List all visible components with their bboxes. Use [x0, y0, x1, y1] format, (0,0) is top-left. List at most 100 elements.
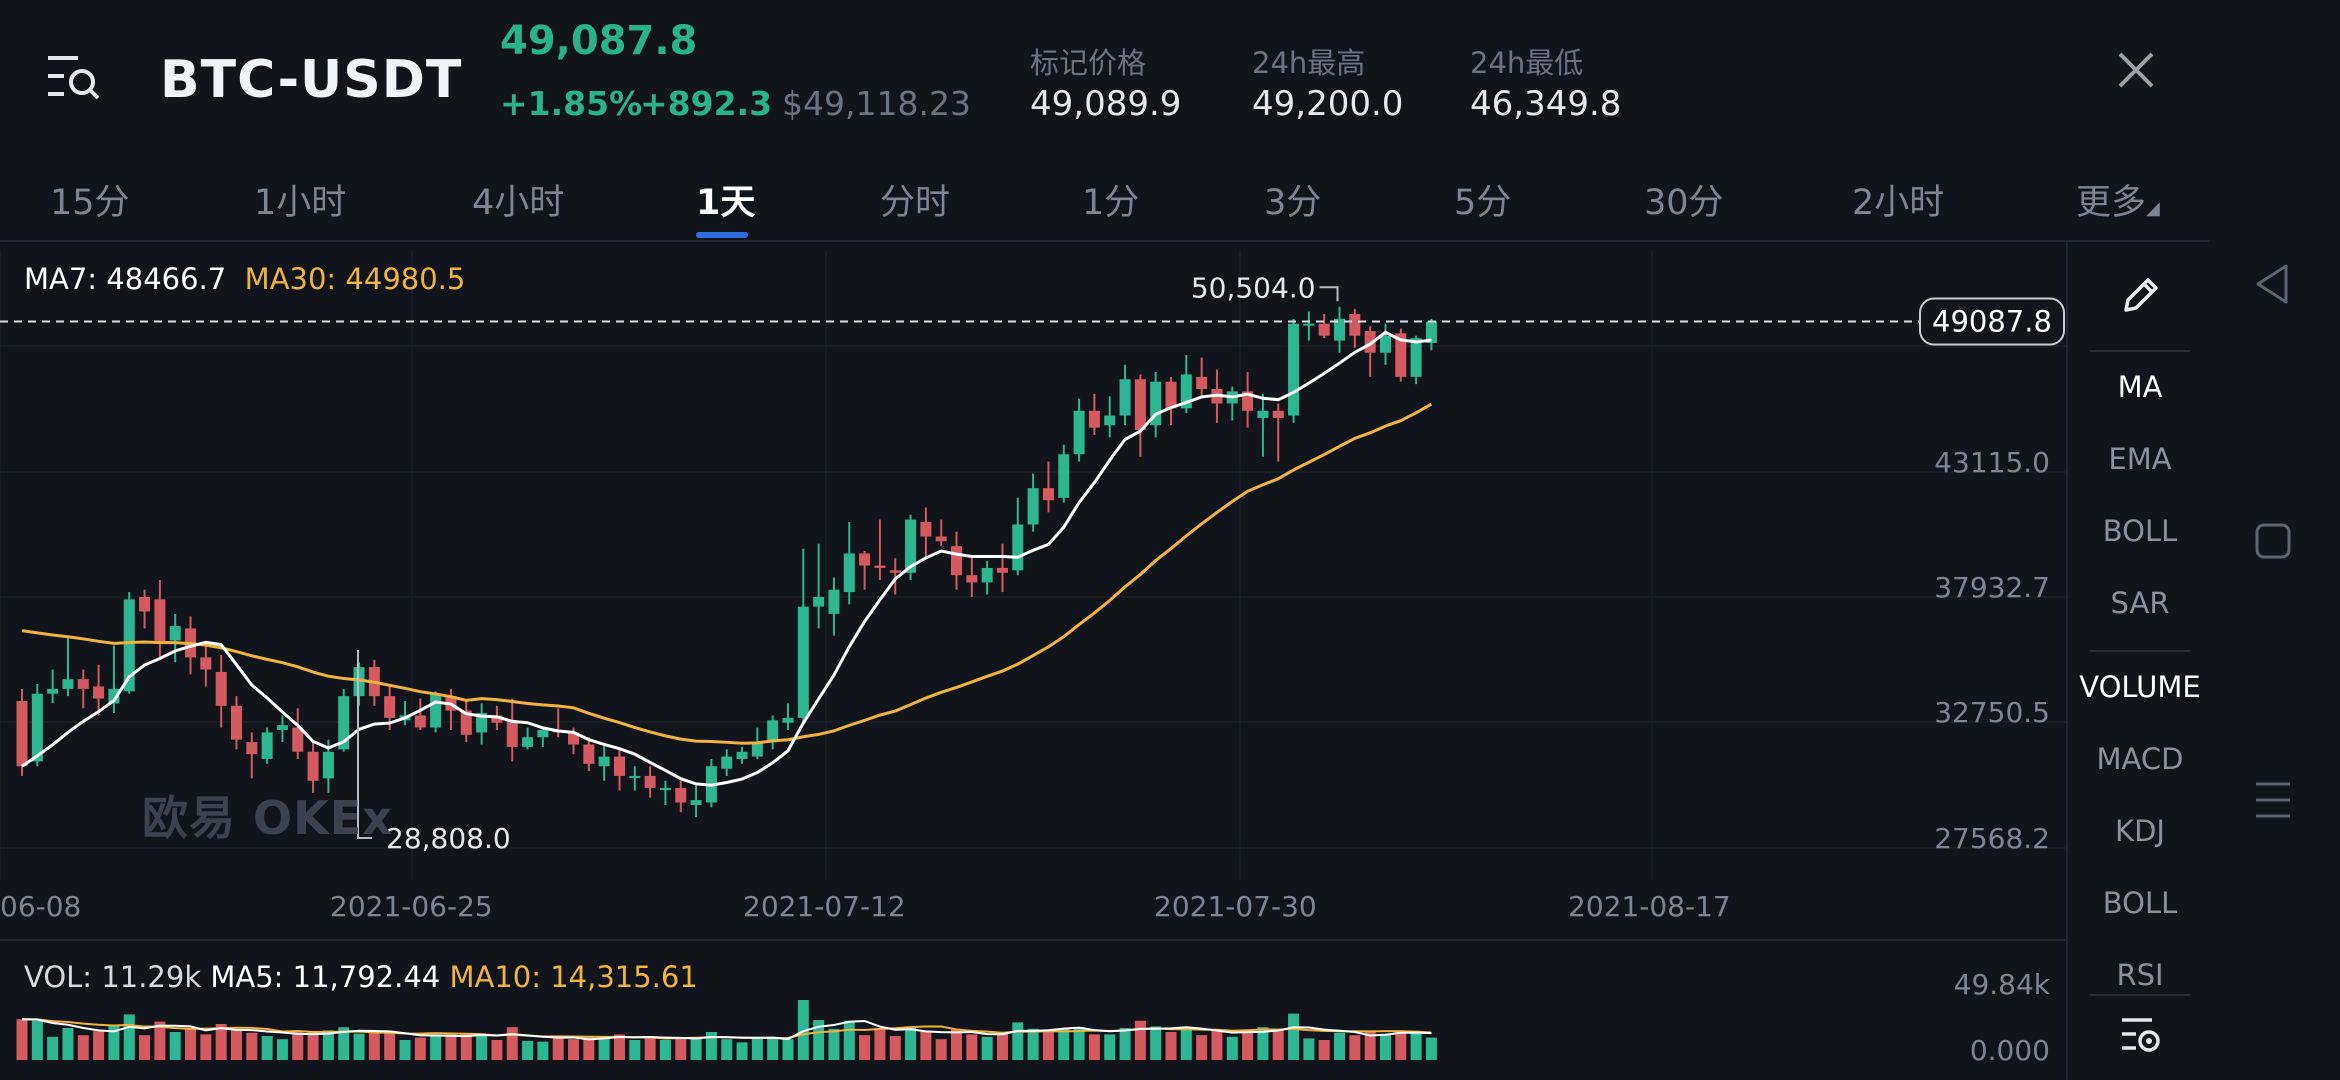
candle-body — [215, 671, 227, 706]
tab-2h[interactable]: 2小时 — [1852, 183, 1945, 223]
candle-body — [246, 742, 258, 755]
candlestick-chart[interactable]: 49087.8 50,504.0 28,808.0 43115.0 37932.… — [0, 242, 2066, 1080]
volume-bar — [905, 1026, 917, 1060]
volume-bar — [77, 1035, 89, 1060]
indicator-rsi[interactable]: RSI — [2116, 958, 2164, 986]
candle-body — [1242, 391, 1254, 411]
tab-1h[interactable]: 1小时 — [254, 183, 347, 223]
volume-bar — [1134, 1020, 1146, 1060]
candle-body — [47, 688, 59, 694]
indicator-boll-sub[interactable]: BOLL — [2102, 886, 2178, 920]
tab-timeline[interactable]: 分时 — [880, 183, 951, 223]
indicator-kdj[interactable]: KDJ — [2115, 814, 2165, 848]
volume-bar — [399, 1040, 411, 1060]
candles — [16, 306, 1437, 818]
volume-bar — [1349, 1035, 1361, 1060]
tab-4h[interactable]: 4小时 — [472, 183, 565, 223]
date-axis-label: 2021-06-25 — [330, 890, 493, 923]
volume-bar — [1395, 1030, 1407, 1060]
candle-body — [797, 606, 809, 718]
candle-body — [874, 565, 886, 568]
indicator-volume[interactable]: VOLUME — [2079, 670, 2201, 704]
indicator-ema[interactable]: EMA — [2108, 442, 2172, 476]
candle-body — [62, 679, 74, 689]
back-icon[interactable] — [2252, 262, 2292, 306]
candle-body — [966, 575, 978, 583]
trading-pair-title[interactable]: BTC-USDT — [160, 50, 463, 110]
candle-body — [31, 693, 43, 762]
price-axis-label: 43115.0 — [1934, 446, 2050, 479]
volume-bar — [414, 1037, 426, 1060]
volume-bar — [767, 1036, 779, 1060]
volume-bar — [568, 1039, 580, 1060]
recent-apps-icon[interactable] — [2254, 780, 2292, 820]
candle-body — [154, 599, 166, 643]
volume-bar — [338, 1027, 350, 1060]
date-axis-label: 2021-07-12 — [743, 890, 906, 923]
indicator-sar[interactable]: SAR — [2110, 586, 2170, 620]
candle-body — [1288, 323, 1300, 416]
indicator-macd[interactable]: MACD — [2096, 742, 2184, 776]
candle-body — [322, 751, 334, 779]
active-tab-indicator — [696, 232, 748, 238]
candle-body — [1058, 454, 1070, 498]
indicator-boll[interactable]: BOLL — [2102, 514, 2178, 548]
high-marker-line — [1319, 286, 1339, 302]
volume-bar — [1410, 1032, 1422, 1060]
volume-ma5-line — [21, 1018, 1432, 1041]
candle-body — [93, 686, 105, 699]
volume-bar — [966, 1034, 978, 1060]
tab-1d[interactable]: 1天 — [696, 183, 756, 223]
candle-body — [384, 696, 396, 718]
candle-body — [430, 693, 442, 728]
volume-bar — [476, 1034, 488, 1060]
candle-body — [261, 732, 273, 760]
home-icon[interactable] — [2254, 522, 2292, 560]
volume-bar — [322, 1030, 334, 1060]
candle-body — [1303, 323, 1315, 326]
candle-body — [1150, 381, 1162, 426]
candle-body — [583, 744, 595, 764]
vol-ma5-legend: MA5: 11,792.44 — [210, 960, 441, 994]
tab-3m[interactable]: 3分 — [1264, 183, 1322, 223]
volume-bar — [1288, 1013, 1300, 1060]
candle-body — [1379, 335, 1391, 353]
mark-price-value: 49,089.9 — [1030, 84, 1182, 124]
volume-bar — [1242, 1029, 1254, 1060]
candle-body — [1257, 410, 1269, 418]
volume-bar — [644, 1037, 656, 1060]
volume-bar — [690, 1037, 702, 1060]
volume-bar — [1042, 1031, 1054, 1060]
indicator-settings-icon[interactable] — [2118, 1012, 2162, 1056]
volume-bar — [123, 1014, 135, 1060]
volume-bar — [353, 1033, 365, 1060]
close-icon[interactable] — [2114, 48, 2158, 92]
price-axis-label: 37932.7 — [1934, 571, 2050, 604]
volume-bar — [1012, 1022, 1024, 1060]
tab-1m[interactable]: 1分 — [1082, 183, 1140, 223]
volume-bar — [1379, 1034, 1391, 1060]
volume-bar — [108, 1025, 120, 1060]
volume-bar — [460, 1034, 472, 1060]
candle-body — [1180, 374, 1192, 409]
menu-list-icon[interactable] — [44, 48, 102, 106]
candle-body — [460, 710, 472, 735]
indicator-panel: MA EMA BOLL SAR VOLUME MACD KDJ BOLL RSI — [2066, 242, 2212, 1080]
volume-bar — [491, 1040, 503, 1060]
tab-more[interactable]: 更多◢ — [2076, 174, 2160, 225]
date-axis-label: 2021-07-30 — [1154, 890, 1317, 923]
volume-bar — [675, 1037, 687, 1060]
volume-bar — [1058, 1028, 1070, 1060]
interval-tabs: 15分 1小时 4小时 1天 分时 1分 3分 5分 30分 2小时 更多◢ — [0, 160, 2210, 240]
pencil-icon[interactable] — [2118, 274, 2162, 318]
low-marker-text: 28,808.0 — [386, 822, 511, 855]
tab-30m[interactable]: 30分 — [1644, 183, 1724, 223]
volume-bar — [169, 1032, 181, 1060]
volume-bar — [721, 1039, 733, 1060]
side-divider — [2090, 350, 2190, 352]
candle-body — [767, 720, 779, 743]
indicator-ma[interactable]: MA — [2117, 370, 2163, 404]
candle-body — [1410, 338, 1422, 377]
tab-5m[interactable]: 5分 — [1454, 183, 1512, 223]
tab-15m[interactable]: 15分 — [50, 183, 130, 223]
